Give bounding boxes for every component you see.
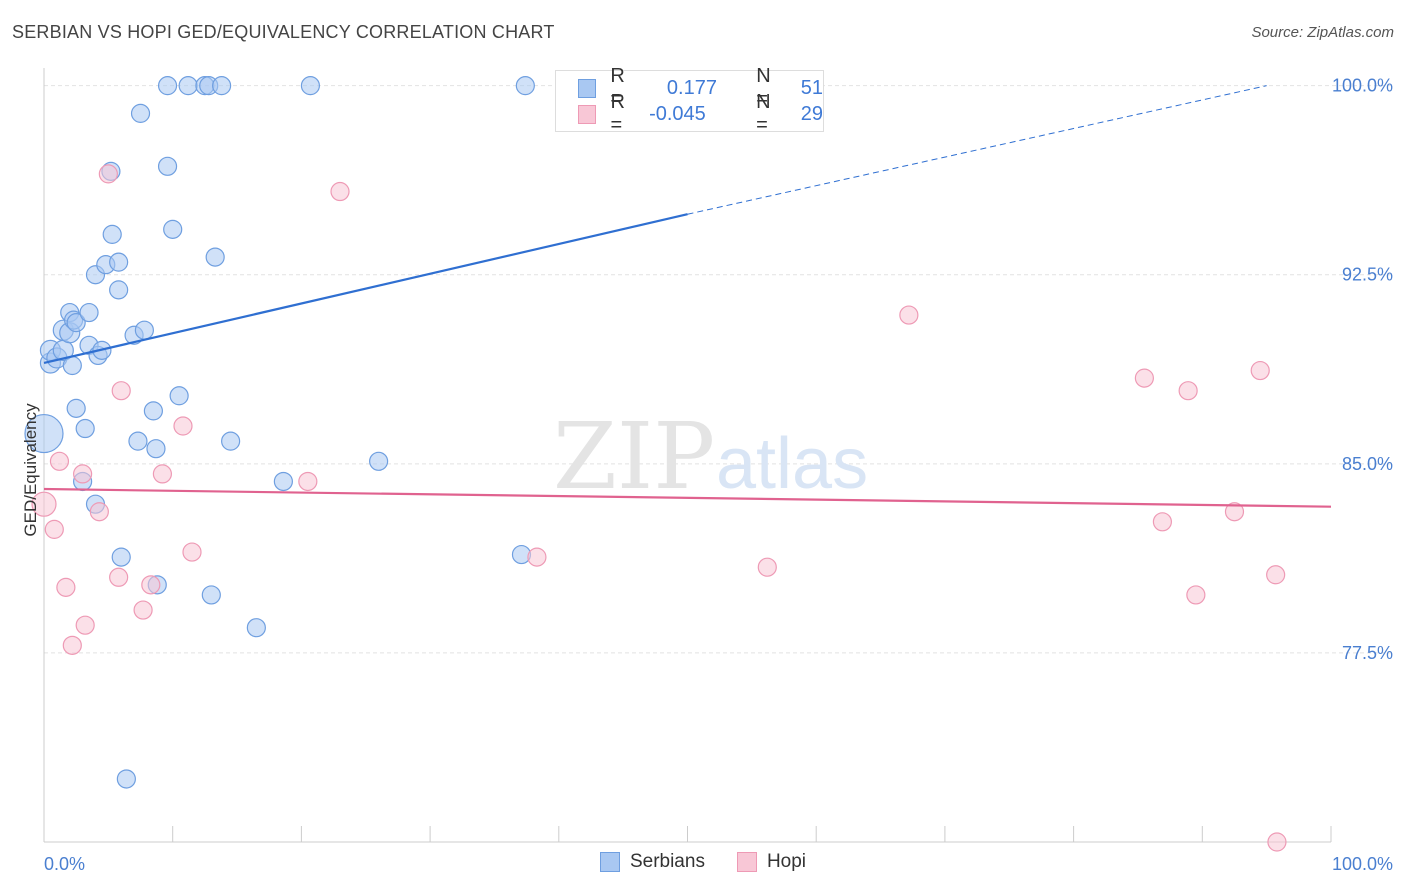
serbian-point: [102, 224, 122, 244]
legend-swatch-serbians: [599, 852, 620, 872]
serbian-point: [66, 313, 86, 333]
correlation-legend: R = 0.177 N = 51 R = -0.045 N = 29: [555, 65, 824, 136]
trend-lines: [43, 85, 1332, 508]
hopi-point: [1134, 368, 1154, 388]
legend-r-label: R =: [610, 65, 625, 110]
hopi-point: [1266, 565, 1286, 585]
legend-n-label: N =: [756, 91, 771, 136]
hopi-point: [141, 575, 161, 595]
hopi-point: [527, 547, 547, 567]
serbian-point: [111, 547, 131, 567]
x-tick-label-max: 100.0%: [1332, 854, 1393, 874]
hopi-point: [173, 416, 193, 436]
y-tick-label: 85.0%: [1342, 454, 1393, 474]
hopi-point: [152, 464, 173, 484]
serbian-point: [169, 386, 189, 406]
serbian-point: [273, 471, 293, 492]
hopi-point: [89, 502, 109, 522]
legend-swatch-serbians: [578, 78, 597, 98]
serbian-point: [515, 76, 535, 96]
serbian-point: [134, 320, 154, 340]
serbian-point: [205, 247, 225, 267]
serbian-point: [79, 302, 99, 323]
hopi-point: [98, 164, 118, 184]
hopi-point: [330, 181, 350, 202]
serbian-point: [146, 439, 166, 459]
hopi-point: [757, 557, 777, 577]
serbian-trend-extension: [687, 85, 1267, 215]
serbian-point: [212, 76, 232, 96]
hopi-point: [1152, 512, 1173, 532]
serbian-point: [130, 103, 151, 123]
series-legend: Serbians Hopi: [0, 851, 1406, 873]
serbian-point: [178, 76, 198, 96]
legend-n-label: N =: [756, 65, 771, 110]
legend-swatch-hopi: [578, 104, 597, 124]
tick-labels: 77.5% 85.0% 92.5% 100.0% 0.0% 100.0% GED/Equiv…: [21, 76, 1393, 874]
legend-item-hopi[interactable]: Hopi: [736, 851, 807, 873]
legend-row-hopi: R = -0.045 N = 29: [578, 91, 823, 136]
hopi-point: [49, 451, 70, 471]
hopi-trend-line: [43, 487, 1332, 508]
serbian-point: [369, 451, 389, 471]
serbian-point: [163, 219, 183, 239]
serbian-point: [75, 418, 95, 439]
serbian-point: [221, 431, 241, 451]
serbian-point: [143, 401, 163, 421]
hopi-point: [1250, 360, 1270, 381]
serbian-point: [24, 413, 64, 454]
axes: [43, 68, 1332, 843]
serbian-trend-line: [43, 213, 688, 365]
serbian-point: [201, 585, 221, 605]
grid-lines: [44, 85, 1391, 654]
chart-title: SERBIAN VS HOPI GED/EQUIVALENCY CORRELAT…: [12, 22, 555, 42]
hopi-point: [1224, 502, 1245, 522]
legend-label-serbians: Serbians: [629, 851, 705, 872]
legend-r-label: R =: [610, 91, 625, 136]
watermark-atlas: atlas: [716, 424, 868, 504]
hopi-point: [44, 519, 64, 539]
y-axis-title: GED/Equivalency: [21, 403, 40, 537]
hopi-point: [73, 464, 93, 484]
source-label: Source: ZipAtlas.com: [1251, 24, 1394, 41]
serbian-point: [116, 769, 136, 789]
serbian-point: [66, 398, 86, 418]
legend-n-value: 29: [800, 102, 823, 125]
x-tick-label-min: 0.0%: [44, 854, 85, 874]
serbian-point: [109, 280, 129, 300]
hopi-point: [62, 635, 82, 655]
legend-r-value: 0.177: [666, 76, 717, 99]
serbian-point: [157, 156, 178, 176]
hopi-point: [75, 615, 95, 635]
serbian-point: [300, 76, 321, 96]
hopi-point: [56, 577, 76, 597]
y-tick-label: 77.5%: [1342, 643, 1393, 663]
serbian-point: [109, 252, 129, 272]
hopi-point: [31, 491, 57, 517]
watermark: ZIP atlas: [553, 403, 868, 510]
serbian-point: [62, 355, 82, 376]
y-tick-label: 100.0%: [1332, 76, 1393, 96]
legend-swatch-hopi: [736, 852, 757, 872]
y-tick-label: 92.5%: [1342, 265, 1393, 285]
serbian-point: [157, 76, 178, 96]
hopi-point: [1178, 381, 1198, 401]
hopi-point: [109, 567, 129, 587]
legend-r-value: -0.045: [649, 102, 706, 125]
serbian-point: [128, 431, 148, 451]
hopi-point: [1186, 585, 1206, 605]
legend-n-value: 51: [800, 76, 823, 99]
serbian-point: [246, 618, 266, 638]
hopi-point: [133, 600, 153, 620]
legend-item-serbians[interactable]: Serbians: [599, 851, 705, 873]
legend-label-hopi: Hopi: [766, 851, 807, 872]
hopi-point: [1267, 832, 1287, 852]
hopi-point: [899, 305, 919, 325]
hopi-point: [182, 542, 202, 562]
hopi-point: [298, 471, 318, 492]
legend-row-serbians: R = 0.177 N = 51: [578, 65, 823, 110]
hopi-point: [111, 381, 131, 401]
watermark-zip: ZIP: [553, 403, 715, 510]
